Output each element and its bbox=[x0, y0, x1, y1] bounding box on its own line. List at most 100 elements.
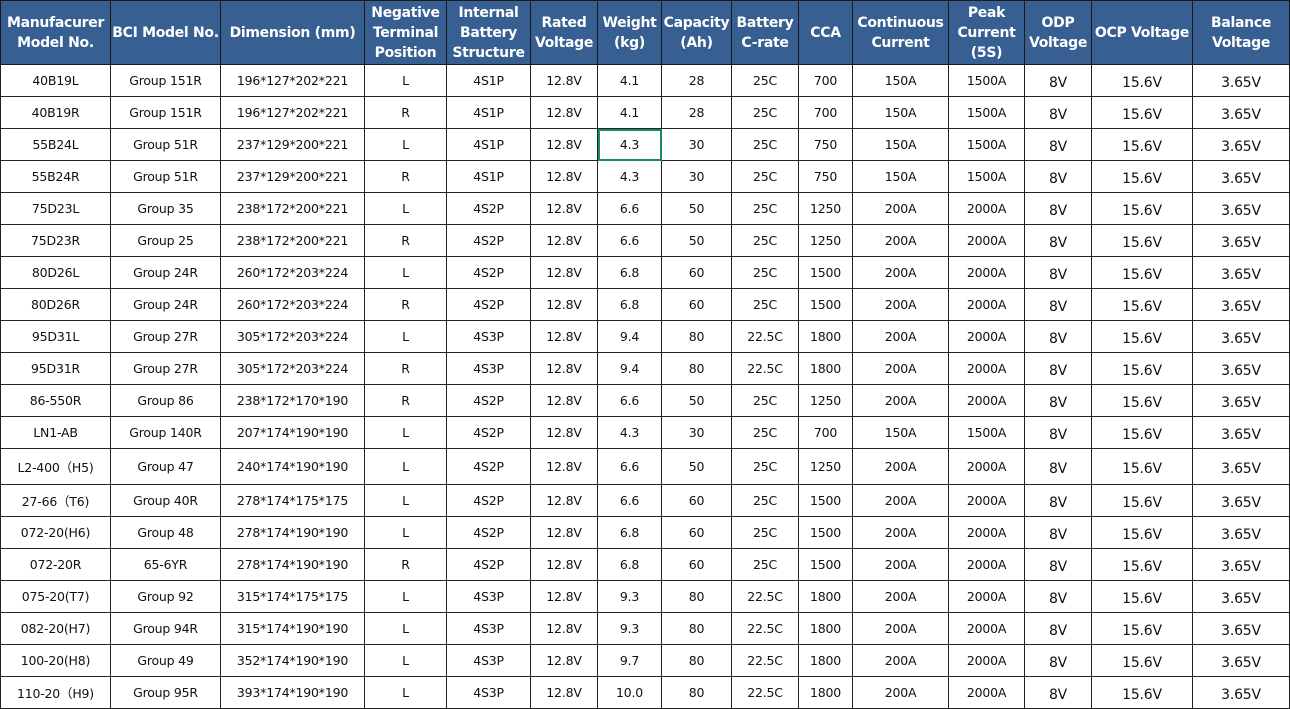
cell-cca[interactable]: 1250 bbox=[798, 192, 853, 225]
cell-continuous-current[interactable]: 200A bbox=[852, 612, 949, 645]
cell-capacity[interactable]: 60 bbox=[661, 256, 732, 289]
cell-continuous-current[interactable]: 150A bbox=[852, 160, 949, 193]
cell-negative-terminal[interactable]: L bbox=[364, 128, 447, 161]
cell-capacity[interactable]: 50 bbox=[661, 192, 732, 225]
cell-internal-structure[interactable]: 4S2P bbox=[446, 548, 531, 581]
cell-balance-voltage[interactable]: 3.65V bbox=[1192, 516, 1290, 549]
cell-internal-structure[interactable]: 4S2P bbox=[446, 224, 531, 257]
cell-negative-terminal[interactable]: L bbox=[364, 64, 447, 97]
cell-continuous-current[interactable]: 200A bbox=[852, 384, 949, 417]
cell-dimension[interactable]: 238*172*170*190 bbox=[220, 384, 365, 417]
cell-weight[interactable]: 6.6 bbox=[597, 384, 662, 417]
cell-odp-voltage[interactable]: 8V bbox=[1024, 580, 1092, 613]
cell-continuous-current[interactable]: 200A bbox=[852, 256, 949, 289]
cell-continuous-current[interactable]: 200A bbox=[852, 288, 949, 321]
cell-internal-structure[interactable]: 4S2P bbox=[446, 288, 531, 321]
cell-dimension[interactable]: 352*174*190*190 bbox=[220, 644, 365, 677]
cell-balance-voltage[interactable]: 3.65V bbox=[1192, 644, 1290, 677]
cell-manufacturer-model[interactable]: 082-20(H7) bbox=[0, 612, 111, 645]
cell-dimension[interactable]: 278*174*190*190 bbox=[220, 548, 365, 581]
cell-odp-voltage[interactable]: 8V bbox=[1024, 128, 1092, 161]
cell-manufacturer-model[interactable]: 40B19L bbox=[0, 64, 111, 97]
cell-ocp-voltage[interactable]: 15.6V bbox=[1091, 484, 1193, 517]
cell-balance-voltage[interactable]: 3.65V bbox=[1192, 448, 1290, 485]
cell-c-rate[interactable]: 22.5C bbox=[731, 580, 799, 613]
cell-dimension[interactable]: 237*129*200*221 bbox=[220, 160, 365, 193]
cell-c-rate[interactable]: 25C bbox=[731, 384, 799, 417]
cell-weight[interactable]: 4.3 bbox=[597, 416, 662, 449]
cell-negative-terminal[interactable]: R bbox=[364, 352, 447, 385]
cell-cca[interactable]: 1500 bbox=[798, 548, 853, 581]
cell-peak-current[interactable]: 2000A bbox=[948, 448, 1025, 485]
cell-weight[interactable]: 9.4 bbox=[597, 352, 662, 385]
column-header-continuous-current[interactable]: Continuous Current bbox=[852, 0, 949, 65]
cell-dimension[interactable]: 305*172*203*224 bbox=[220, 352, 365, 385]
cell-c-rate[interactable]: 22.5C bbox=[731, 320, 799, 353]
cell-weight[interactable]: 6.8 bbox=[597, 516, 662, 549]
cell-c-rate[interactable]: 25C bbox=[731, 416, 799, 449]
cell-weight[interactable]: 9.4 bbox=[597, 320, 662, 353]
cell-cca[interactable]: 700 bbox=[798, 416, 853, 449]
cell-rated-voltage[interactable]: 12.8V bbox=[530, 448, 598, 485]
cell-peak-current[interactable]: 1500A bbox=[948, 64, 1025, 97]
cell-dimension[interactable]: 196*127*202*221 bbox=[220, 96, 365, 129]
cell-internal-structure[interactable]: 4S1P bbox=[446, 160, 531, 193]
cell-capacity[interactable]: 80 bbox=[661, 580, 732, 613]
cell-rated-voltage[interactable]: 12.8V bbox=[530, 352, 598, 385]
cell-negative-terminal[interactable]: L bbox=[364, 192, 447, 225]
cell-rated-voltage[interactable]: 12.8V bbox=[530, 320, 598, 353]
cell-cca[interactable]: 700 bbox=[798, 96, 853, 129]
cell-continuous-current[interactable]: 150A bbox=[852, 416, 949, 449]
cell-odp-voltage[interactable]: 8V bbox=[1024, 676, 1092, 709]
cell-capacity[interactable]: 50 bbox=[661, 384, 732, 417]
cell-dimension[interactable]: 196*127*202*221 bbox=[220, 64, 365, 97]
cell-internal-structure[interactable]: 4S3P bbox=[446, 644, 531, 677]
cell-cca[interactable]: 750 bbox=[798, 160, 853, 193]
cell-dimension[interactable]: 278*174*175*175 bbox=[220, 484, 365, 517]
cell-negative-terminal[interactable]: R bbox=[364, 288, 447, 321]
cell-peak-current[interactable]: 2000A bbox=[948, 676, 1025, 709]
cell-c-rate[interactable]: 22.5C bbox=[731, 676, 799, 709]
cell-peak-current[interactable]: 2000A bbox=[948, 256, 1025, 289]
cell-dimension[interactable]: 260*172*203*224 bbox=[220, 256, 365, 289]
cell-cca[interactable]: 1500 bbox=[798, 256, 853, 289]
cell-capacity[interactable]: 28 bbox=[661, 96, 732, 129]
cell-bci-model[interactable]: Group 94R bbox=[110, 612, 221, 645]
cell-rated-voltage[interactable]: 12.8V bbox=[530, 160, 598, 193]
cell-cca[interactable]: 1800 bbox=[798, 580, 853, 613]
cell-manufacturer-model[interactable]: 110-20（H9) bbox=[0, 676, 111, 709]
cell-dimension[interactable]: 315*174*190*190 bbox=[220, 612, 365, 645]
cell-manufacturer-model[interactable]: 55B24L bbox=[0, 128, 111, 161]
cell-ocp-voltage[interactable]: 15.6V bbox=[1091, 644, 1193, 677]
cell-c-rate[interactable]: 25C bbox=[731, 96, 799, 129]
cell-continuous-current[interactable]: 200A bbox=[852, 580, 949, 613]
cell-peak-current[interactable]: 2000A bbox=[948, 516, 1025, 549]
cell-negative-terminal[interactable]: L bbox=[364, 676, 447, 709]
cell-peak-current[interactable]: 2000A bbox=[948, 192, 1025, 225]
cell-balance-voltage[interactable]: 3.65V bbox=[1192, 128, 1290, 161]
cell-weight[interactable]: 9.7 bbox=[597, 644, 662, 677]
cell-peak-current[interactable]: 2000A bbox=[948, 384, 1025, 417]
cell-manufacturer-model[interactable]: 072-20R bbox=[0, 548, 111, 581]
cell-balance-voltage[interactable]: 3.65V bbox=[1192, 484, 1290, 517]
cell-ocp-voltage[interactable]: 15.6V bbox=[1091, 352, 1193, 385]
cell-weight[interactable]: 4.1 bbox=[597, 96, 662, 129]
cell-bci-model[interactable]: Group 151R bbox=[110, 64, 221, 97]
cell-internal-structure[interactable]: 4S1P bbox=[446, 128, 531, 161]
cell-bci-model[interactable]: Group 40R bbox=[110, 484, 221, 517]
cell-balance-voltage[interactable]: 3.65V bbox=[1192, 612, 1290, 645]
cell-manufacturer-model[interactable]: 27-66（T6) bbox=[0, 484, 111, 517]
cell-c-rate[interactable]: 25C bbox=[731, 484, 799, 517]
cell-odp-voltage[interactable]: 8V bbox=[1024, 644, 1092, 677]
cell-negative-terminal[interactable]: L bbox=[364, 416, 447, 449]
cell-cca[interactable]: 1800 bbox=[798, 352, 853, 385]
cell-odp-voltage[interactable]: 8V bbox=[1024, 448, 1092, 485]
cell-negative-terminal[interactable]: R bbox=[364, 160, 447, 193]
cell-negative-terminal[interactable]: L bbox=[364, 484, 447, 517]
cell-balance-voltage[interactable]: 3.65V bbox=[1192, 96, 1290, 129]
cell-rated-voltage[interactable]: 12.8V bbox=[530, 580, 598, 613]
cell-balance-voltage[interactable]: 3.65V bbox=[1192, 384, 1290, 417]
cell-peak-current[interactable]: 2000A bbox=[948, 580, 1025, 613]
cell-dimension[interactable]: 393*174*190*190 bbox=[220, 676, 365, 709]
cell-internal-structure[interactable]: 4S2P bbox=[446, 484, 531, 517]
